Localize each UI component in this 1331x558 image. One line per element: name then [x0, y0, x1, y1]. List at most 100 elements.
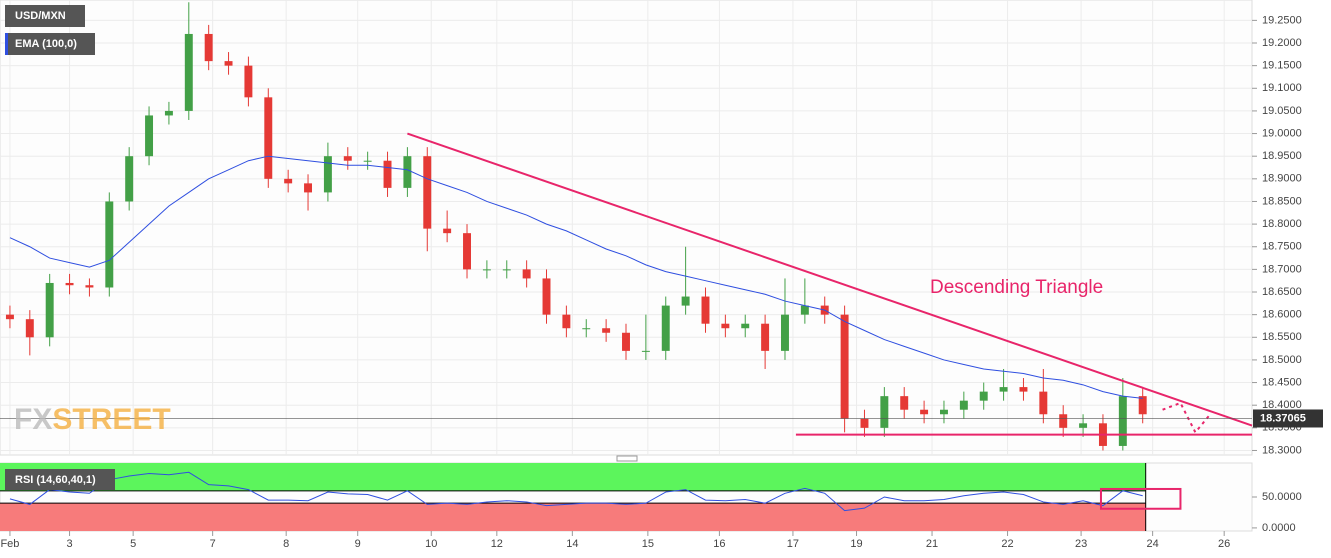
- y-tick-label: 18.6000: [1262, 309, 1302, 321]
- upper-band: [0, 463, 1146, 491]
- rsi-legend: RSI (14,60,40,1): [15, 474, 96, 486]
- candle-body: [721, 323, 730, 329]
- candle-body: [681, 296, 690, 306]
- x-tick-label: 15: [642, 538, 654, 550]
- watermark-fx: FX: [14, 403, 52, 436]
- y-tick-label: 18.8500: [1262, 195, 1302, 207]
- candle-body: [1059, 414, 1068, 428]
- x-tick-label: 5: [130, 538, 136, 550]
- ema-box: [5, 33, 95, 55]
- candle-body: [224, 61, 233, 66]
- watermark-street: STREET: [52, 403, 170, 436]
- candle-body: [920, 409, 929, 415]
- x-tick-label: 3: [66, 538, 72, 550]
- y-tick-label: 19.0500: [1262, 105, 1302, 117]
- candle-body: [641, 350, 650, 352]
- x-tick-label: 22: [1001, 538, 1013, 550]
- rsi-highlight: [1099, 487, 1182, 510]
- x-tick-label: 17: [787, 538, 799, 550]
- candle-body: [999, 387, 1008, 392]
- candle-body: [264, 97, 273, 179]
- y-tick-label: 19.0000: [1262, 127, 1302, 139]
- candle-body: [25, 319, 34, 338]
- candle-body: [284, 178, 293, 184]
- y-tick-label: 18.7000: [1262, 263, 1302, 275]
- candle-body: [105, 201, 114, 288]
- y-tick-label: 19.1000: [1262, 82, 1302, 94]
- candle-body: [741, 323, 750, 329]
- candle-body: [622, 332, 630, 351]
- candle-body: [304, 183, 313, 193]
- candle-body: [761, 323, 770, 351]
- candle-body: [979, 391, 988, 401]
- last-price-label: 18.37065: [1260, 412, 1306, 424]
- y-tick-label: 18.9000: [1262, 173, 1302, 185]
- lower-band: [0, 503, 1146, 531]
- projection-line: [1162, 401, 1212, 435]
- candle-body: [582, 328, 591, 330]
- candle-body: [323, 156, 332, 193]
- y-tick-label: 18.9500: [1262, 150, 1302, 162]
- candle-body: [145, 115, 154, 157]
- rsi-line: [9, 471, 1143, 512]
- candle-body: [900, 396, 909, 410]
- candle-body: [522, 269, 531, 279]
- candle-body: [383, 160, 392, 188]
- annotation: Descending Triangle: [930, 277, 1103, 298]
- last-price-box: [1253, 409, 1323, 428]
- candle-body: [204, 33, 213, 62]
- y-tick-label: 18.6500: [1262, 286, 1302, 298]
- y-tick-label: 18.4500: [1262, 376, 1302, 388]
- candle-body: [602, 328, 611, 333]
- candle-body: [701, 296, 710, 324]
- candle-body: [65, 282, 74, 286]
- candle-body: [184, 33, 193, 111]
- y-tick-label: 18.3000: [1262, 444, 1302, 456]
- candle-body: [661, 305, 670, 351]
- candle-body: [443, 228, 452, 234]
- candle-body: [840, 314, 849, 419]
- candle-body: [5, 314, 14, 320]
- y-tick-label: 18.7500: [1262, 241, 1302, 253]
- candle-body: [463, 233, 471, 270]
- candle-body: [959, 400, 968, 410]
- x-tick-label: 9: [355, 538, 361, 550]
- candle-body: [244, 65, 253, 98]
- candle-body: [164, 110, 173, 116]
- y-tick-label: 18.4000: [1262, 399, 1302, 411]
- candle-body: [860, 418, 869, 428]
- rsi-bands: [0, 463, 1147, 531]
- candle-body: [85, 285, 94, 288]
- candle-body: [363, 160, 372, 162]
- x-tick-label: 23: [1075, 538, 1087, 550]
- splitter[interactable]: [616, 455, 638, 462]
- rsi-tick-label: 0.0000: [1262, 522, 1296, 534]
- x-tick-label: 10: [425, 538, 437, 550]
- trend-line: [407, 132, 1253, 427]
- x-tick-label: 7: [210, 538, 216, 550]
- candle-body: [45, 282, 54, 338]
- candle-body: [1019, 387, 1028, 392]
- candle-body: [939, 409, 948, 415]
- candle-body: [125, 156, 134, 202]
- candle-body: [1079, 423, 1088, 428]
- ema-line: [9, 155, 1143, 399]
- candle-body: [800, 305, 809, 315]
- candle-body: [482, 269, 491, 271]
- x-tick-label: 26: [1218, 538, 1230, 550]
- grid: 19.2500 19.2000 19.1500 19.1000 19.0500 19.00…: [0, 0, 1302, 550]
- symbol: USD/MXN: [15, 10, 66, 22]
- candle-body: [343, 156, 352, 161]
- candle-body: [1039, 391, 1048, 415]
- y-tick-label: 18.5000: [1262, 354, 1302, 366]
- rsi-tick-label: 50.0000: [1262, 491, 1302, 503]
- candle-body: [562, 314, 571, 329]
- x-tick-label: 8: [283, 538, 289, 550]
- x-tick-label: 16: [713, 538, 725, 550]
- y-tick-label: 19.2500: [1262, 14, 1302, 26]
- candle-body: [502, 269, 511, 271]
- x-tick-label: 24: [1147, 538, 1159, 550]
- candle-body: [542, 278, 551, 315]
- marks: 18.37065: [0, 2, 1323, 512]
